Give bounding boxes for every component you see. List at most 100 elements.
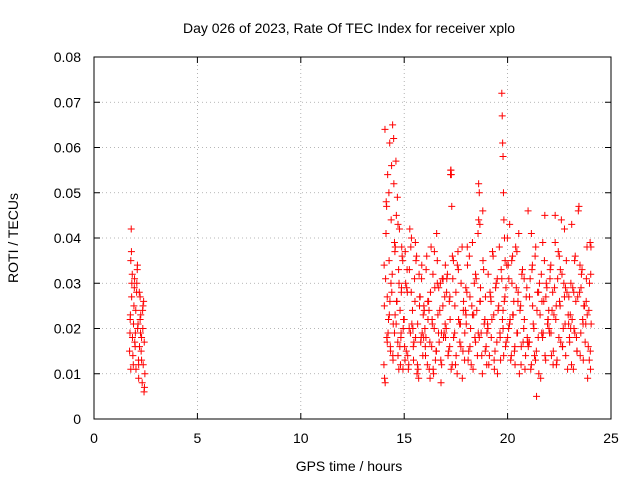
data-point (461, 329, 469, 337)
data-point (552, 315, 560, 323)
data-point (435, 338, 443, 346)
data-point (389, 121, 397, 129)
x-tick-label: 15 (396, 430, 412, 446)
data-point (551, 284, 559, 292)
data-point (450, 334, 458, 342)
data-point (421, 343, 429, 351)
y-axis-label: ROTI / TECUs (5, 193, 21, 283)
data-point (540, 257, 548, 265)
data-point (475, 216, 483, 224)
data-point (418, 329, 426, 337)
data-point (396, 306, 404, 314)
y-tick-label: 0.02 (54, 321, 81, 337)
data-point (544, 315, 552, 323)
data-point (500, 216, 508, 224)
data-point (587, 365, 595, 373)
data-point (131, 275, 139, 283)
data-point (556, 297, 564, 305)
data-point (130, 284, 138, 292)
data-point (418, 275, 426, 283)
data-point (505, 275, 513, 283)
data-point (491, 347, 499, 355)
data-point (443, 270, 451, 278)
data-point (553, 356, 561, 364)
data-point (406, 225, 414, 233)
data-point (554, 275, 562, 283)
data-point (405, 325, 413, 332)
data-point (515, 229, 523, 237)
data-point (132, 306, 140, 314)
data-point (409, 343, 417, 351)
data-point (412, 257, 420, 265)
data-point (475, 180, 483, 188)
data-point (415, 270, 423, 278)
data-point (140, 388, 148, 396)
data-point (462, 284, 470, 292)
data-point (529, 302, 537, 310)
data-point (572, 334, 580, 342)
data-point (587, 243, 595, 251)
data-point (506, 220, 514, 228)
data-point (533, 392, 541, 400)
data-point (446, 293, 454, 301)
data-point (140, 297, 148, 305)
data-point (512, 243, 520, 251)
data-point (572, 297, 580, 305)
data-point (390, 134, 398, 142)
data-point (473, 306, 481, 314)
data-point (569, 284, 577, 292)
data-point (524, 207, 532, 215)
data-point (383, 338, 391, 346)
data-point (500, 297, 508, 305)
data-point (139, 306, 147, 314)
data-point (455, 315, 463, 323)
data-point (486, 288, 494, 296)
data-point (487, 334, 495, 342)
data-point (451, 329, 459, 337)
data-point (433, 229, 441, 237)
data-point (562, 284, 570, 292)
data-point (139, 361, 147, 369)
data-point (135, 374, 143, 382)
data-point (579, 320, 587, 328)
data-point (427, 243, 435, 251)
data-point (401, 356, 409, 364)
data-point (410, 356, 418, 364)
x-tick-label: 25 (603, 430, 619, 446)
data-point (458, 374, 466, 382)
data-point (479, 207, 487, 215)
data-point (126, 347, 134, 355)
data-point (509, 311, 517, 319)
data-point (541, 352, 549, 360)
data-point (504, 261, 512, 269)
data-point (390, 180, 398, 188)
data-point (133, 266, 141, 274)
data-point (407, 243, 415, 251)
data-point (562, 257, 570, 265)
data-point (520, 325, 528, 332)
data-point (499, 189, 507, 197)
data-point (407, 234, 415, 242)
data-point (380, 302, 388, 310)
data-point (548, 306, 556, 314)
data-point (441, 261, 449, 269)
data-point (387, 347, 395, 355)
data-point (451, 361, 459, 369)
data-point (532, 356, 540, 364)
data-point (396, 361, 404, 369)
data-point (497, 356, 505, 364)
x-tick-label: 0 (90, 430, 98, 446)
data-point (506, 315, 514, 323)
data-point (419, 311, 427, 319)
data-point (422, 266, 430, 274)
data-point (542, 356, 550, 364)
data-point (411, 297, 419, 305)
data-point (126, 329, 134, 337)
data-point (586, 347, 594, 355)
data-point (576, 261, 584, 269)
data-point (452, 288, 460, 296)
data-point (380, 261, 388, 269)
data-point (568, 315, 576, 323)
data-point (474, 229, 482, 237)
data-point (587, 270, 595, 278)
